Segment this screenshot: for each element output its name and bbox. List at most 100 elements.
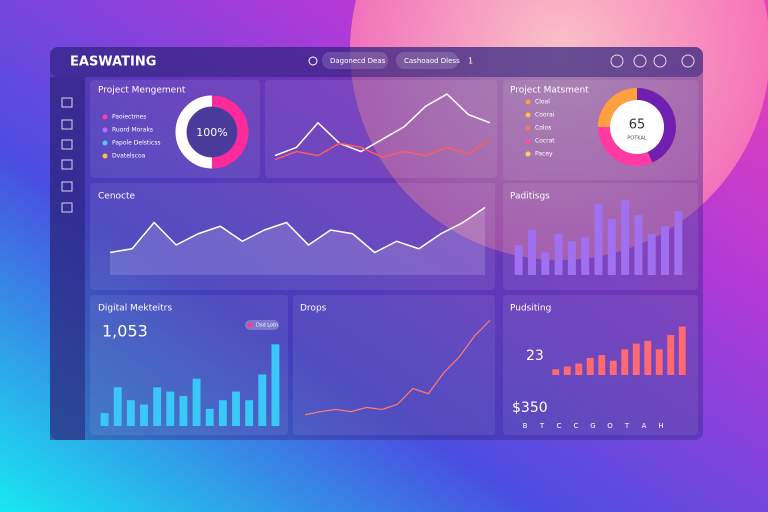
- bar: [678, 326, 686, 375]
- legend-dot: [102, 140, 108, 146]
- nav-icon[interactable]: [61, 119, 73, 130]
- legend-item: Cocrat: [535, 138, 555, 145]
- axis-letter: C: [557, 422, 562, 430]
- legend-item: Ruord Moraks: [112, 127, 153, 134]
- line: [109, 206, 486, 254]
- donut-segment: [636, 88, 677, 163]
- nav-icon[interactable]: [61, 159, 73, 170]
- bar: [541, 252, 550, 275]
- bar: [609, 360, 617, 375]
- bar: [232, 391, 240, 426]
- bar: [153, 387, 162, 426]
- bar: [581, 237, 590, 275]
- bar: [598, 355, 606, 375]
- panel: [293, 295, 495, 435]
- area: [110, 207, 485, 275]
- nav-icon[interactable]: [61, 202, 73, 213]
- pill-dot: [247, 322, 253, 328]
- bar: [514, 245, 523, 275]
- bar: [667, 335, 675, 375]
- search-text: Dagonecd Deas: [330, 57, 386, 65]
- donut-segment: [598, 88, 638, 128]
- donut-hole: [610, 100, 664, 154]
- donut-sub: POTKAL: [627, 136, 647, 142]
- bar: [621, 349, 629, 375]
- axis-letter: H: [658, 422, 663, 430]
- pill-text: Dsd Lotn: [256, 323, 278, 329]
- panel-title: Cenocte: [98, 192, 136, 202]
- icon[interactable]: [633, 54, 647, 68]
- legend-item: Papole Delsticss: [112, 140, 160, 147]
- legend-item: Coorai: [535, 112, 555, 119]
- sidebar: [50, 77, 85, 440]
- pill: [245, 320, 279, 330]
- donut-label: 100%: [196, 126, 227, 139]
- bar: [594, 203, 603, 275]
- search-box[interactable]: [322, 52, 388, 69]
- axis-letter: G: [590, 422, 595, 430]
- search-icon: [308, 56, 318, 66]
- bar: [205, 408, 214, 426]
- legend-dot: [525, 151, 531, 157]
- bar: [647, 233, 656, 275]
- axis-letter: O: [607, 422, 613, 430]
- line: [304, 319, 491, 416]
- bar: [113, 387, 122, 426]
- nav-icon[interactable]: [61, 97, 73, 108]
- big-number: 1,053: [102, 322, 148, 341]
- bar: [126, 400, 135, 426]
- bar: [634, 215, 643, 275]
- donut-segment: [175, 95, 213, 169]
- panel: [265, 80, 497, 178]
- tab-text: Cashoaod Dless: [404, 57, 460, 65]
- axis-letter: A: [642, 422, 647, 430]
- bar: [179, 395, 188, 426]
- tab[interactable]: [396, 52, 458, 69]
- panel-title: Drops: [300, 304, 327, 314]
- bar: [192, 378, 201, 426]
- panel: [90, 183, 495, 290]
- bar: [552, 369, 560, 375]
- line: [274, 138, 491, 161]
- axis-letter: B: [523, 422, 528, 430]
- nav-icon[interactable]: [61, 181, 73, 192]
- brand: EASWATING: [70, 55, 156, 70]
- bar: [140, 404, 148, 426]
- bar: [554, 233, 563, 275]
- bar: [245, 400, 254, 426]
- panel-title: Digital Mekteitrs: [98, 304, 172, 314]
- donut-hole: [187, 107, 237, 157]
- legend-dot: [102, 127, 108, 133]
- big-number: 23: [526, 348, 544, 364]
- legend-dot: [525, 99, 531, 105]
- bar: [586, 357, 594, 375]
- bar: [644, 340, 652, 375]
- bar: [661, 226, 670, 275]
- bar: [655, 349, 663, 375]
- bar: [166, 391, 175, 426]
- bar: [258, 374, 267, 426]
- bar: [607, 218, 616, 275]
- legend-item: Pacey: [535, 151, 553, 158]
- nav-icon[interactable]: [61, 139, 73, 150]
- legend-item: Cloal: [535, 99, 550, 106]
- icon[interactable]: [610, 54, 624, 68]
- icon[interactable]: [653, 54, 667, 68]
- big-number: $350: [512, 400, 548, 416]
- panel-title: Paditisgs: [510, 192, 550, 202]
- bar: [632, 343, 640, 375]
- panel-title: Project Mengement: [98, 86, 186, 96]
- bar: [563, 366, 571, 375]
- panel-title: Pudsiting: [510, 304, 551, 314]
- axis-letter: T: [539, 422, 545, 430]
- legend-dot: [102, 114, 108, 120]
- bar: [575, 363, 583, 375]
- icon[interactable]: [681, 54, 695, 68]
- legend-item: Paoiectmes: [112, 114, 146, 121]
- legend-dot: [102, 153, 108, 159]
- legend-dot: [525, 112, 531, 118]
- legend-item: Colos: [535, 125, 551, 132]
- bar: [567, 241, 576, 275]
- legend-dot: [525, 138, 531, 144]
